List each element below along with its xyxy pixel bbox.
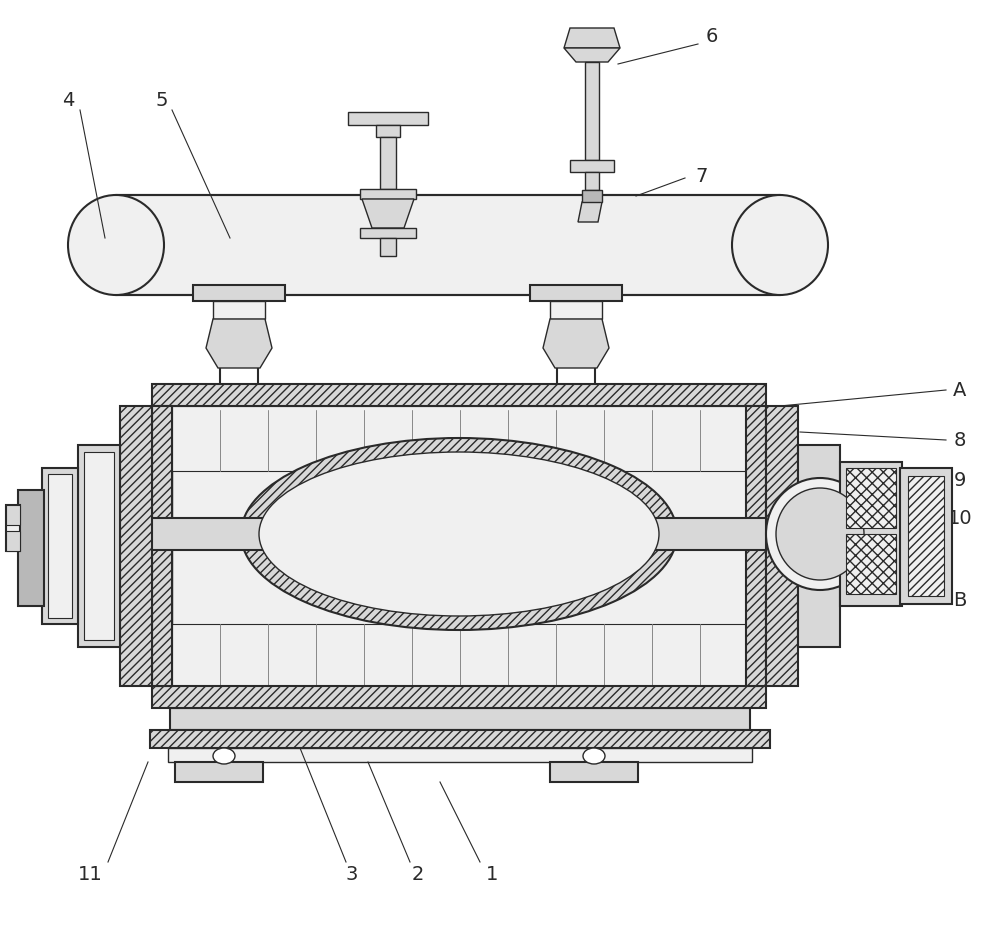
Text: 6: 6	[706, 26, 718, 45]
Bar	[175, 762, 263, 782]
Bar	[170, 708, 750, 730]
Bar	[84, 452, 114, 640]
Ellipse shape	[766, 478, 874, 590]
Polygon shape	[564, 48, 620, 62]
Text: 9: 9	[954, 470, 966, 490]
Text: 8: 8	[954, 430, 966, 449]
Bar	[376, 125, 400, 137]
Bar	[152, 384, 766, 406]
Text: A: A	[953, 380, 967, 399]
Polygon shape	[543, 319, 609, 368]
Text: 7: 7	[696, 166, 708, 186]
Bar	[152, 406, 172, 686]
Bar	[152, 686, 766, 708]
Bar	[45, 518, 893, 550]
Bar	[348, 112, 428, 125]
Bar	[172, 406, 746, 686]
Bar	[846, 468, 896, 528]
Text: 5: 5	[156, 91, 168, 110]
Bar	[360, 228, 416, 238]
Bar	[900, 468, 952, 604]
Text: 10: 10	[948, 509, 972, 528]
Text: 2: 2	[412, 865, 424, 884]
Ellipse shape	[259, 452, 659, 616]
Bar	[120, 406, 152, 686]
Bar	[168, 748, 752, 762]
Ellipse shape	[241, 438, 677, 630]
Bar	[908, 476, 944, 596]
Bar	[585, 172, 599, 190]
Text: B: B	[953, 591, 967, 610]
Bar	[798, 445, 840, 647]
Bar	[585, 62, 599, 160]
Bar	[846, 534, 896, 594]
Bar	[360, 189, 416, 199]
Bar	[172, 624, 746, 686]
Polygon shape	[206, 319, 272, 368]
Polygon shape	[564, 28, 620, 48]
Ellipse shape	[583, 748, 605, 764]
Bar	[213, 301, 265, 319]
Bar	[766, 406, 798, 686]
Text: 3: 3	[346, 865, 358, 884]
Bar	[380, 137, 396, 189]
Bar	[550, 762, 638, 782]
Bar	[150, 730, 770, 748]
Bar	[746, 406, 766, 686]
Bar	[6, 505, 20, 525]
Bar	[380, 238, 396, 256]
Bar	[193, 285, 285, 301]
Text: 4: 4	[62, 91, 74, 110]
Polygon shape	[362, 199, 414, 228]
Bar	[116, 195, 780, 295]
Text: 1: 1	[486, 865, 498, 884]
Ellipse shape	[68, 195, 164, 295]
Polygon shape	[578, 202, 602, 222]
Bar	[840, 462, 902, 606]
Bar	[42, 468, 78, 624]
Text: 11: 11	[78, 865, 102, 884]
Bar	[582, 190, 602, 202]
Bar	[530, 285, 622, 301]
Bar	[6, 531, 20, 551]
Ellipse shape	[776, 488, 864, 580]
Bar	[6, 505, 20, 551]
Bar	[172, 406, 746, 471]
Bar	[18, 490, 44, 606]
Ellipse shape	[732, 195, 828, 295]
Bar	[570, 160, 614, 172]
Bar	[48, 474, 72, 618]
Bar	[550, 301, 602, 319]
Ellipse shape	[213, 748, 235, 764]
Bar	[78, 445, 120, 647]
